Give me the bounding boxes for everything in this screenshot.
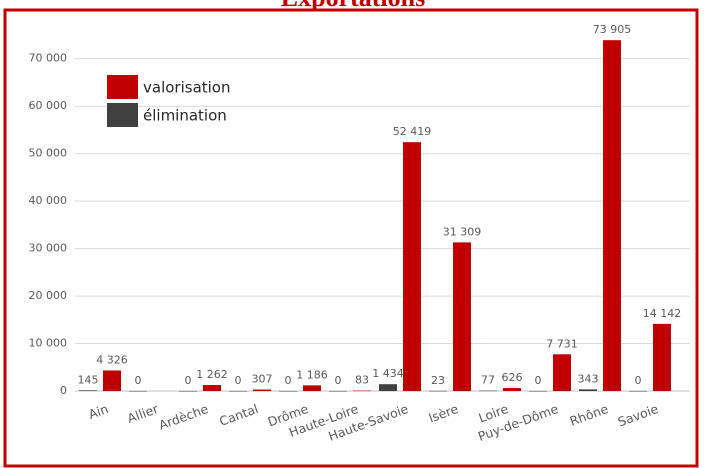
value-label: 14 142 [643, 307, 682, 320]
x-tick-label: Allier [125, 401, 161, 426]
chart-title: Exportations [281, 0, 425, 12]
value-label: 0 [135, 374, 142, 387]
y-tick-label: 60 000 [29, 99, 68, 112]
bar [603, 40, 621, 392]
bar [329, 391, 347, 392]
x-tick-label: Rhône [568, 401, 611, 429]
frame [3, 8, 699, 468]
bar [653, 323, 671, 391]
x-tick-label: Ardèche [157, 401, 211, 433]
bar [429, 390, 447, 392]
legend-swatch [107, 103, 138, 127]
value-label: 0 [185, 374, 192, 387]
value-label: 77 [481, 374, 495, 387]
bar [479, 390, 497, 392]
value-label: 4 326 [96, 353, 128, 366]
legend-label: valorisation [143, 79, 231, 97]
y-tick-label: 20 000 [29, 289, 68, 302]
value-label: 0 [635, 374, 642, 387]
value-label: 1 262 [196, 368, 228, 381]
bar [353, 390, 371, 392]
bar [279, 391, 297, 392]
bar [579, 389, 597, 391]
y-tick-label: 40 000 [29, 194, 68, 207]
value-label: 52 419 [393, 125, 432, 138]
value-label: 307 [252, 373, 273, 386]
value-label: 73 905 [593, 23, 632, 36]
bar [403, 142, 421, 391]
value-label: 0 [335, 374, 342, 387]
value-label: 0 [535, 374, 542, 387]
value-label: 31 309 [443, 225, 482, 238]
y-tick-label: 0 [60, 384, 67, 397]
bar [503, 388, 521, 391]
bar [253, 389, 271, 391]
bar [553, 354, 571, 391]
x-tick-label: Ain [86, 401, 110, 422]
value-label: 1 186 [296, 368, 328, 381]
y-tick-label: 10 000 [29, 337, 68, 350]
legend-swatch [107, 75, 138, 99]
x-tick-label: Savoie [616, 401, 661, 429]
bar [179, 391, 197, 392]
bar [229, 391, 247, 392]
value-label: 0 [235, 374, 242, 387]
value-label: 0 [285, 374, 292, 387]
x-tick-label: Isère [426, 401, 460, 426]
value-label: 145 [78, 373, 99, 386]
x-tick-label: Cantal [217, 401, 260, 429]
value-label: 83 [355, 374, 369, 387]
y-tick-label: 50 000 [29, 147, 68, 160]
bar [103, 370, 121, 391]
bar [453, 242, 471, 391]
bar [79, 390, 97, 391]
bar [529, 391, 547, 392]
bar [129, 391, 147, 392]
legend-label: élimination [143, 107, 227, 125]
value-label: 1 434 [372, 367, 404, 380]
bar [303, 385, 321, 391]
value-label: 7 731 [546, 337, 578, 350]
y-tick-label: 30 000 [29, 242, 68, 255]
value-label: 343 [578, 372, 599, 385]
bar [629, 391, 647, 392]
value-label: 23 [431, 374, 445, 387]
value-label: 626 [502, 371, 523, 384]
y-tick-label: 70 000 [29, 52, 68, 65]
bar [379, 384, 397, 391]
bar [203, 385, 221, 391]
